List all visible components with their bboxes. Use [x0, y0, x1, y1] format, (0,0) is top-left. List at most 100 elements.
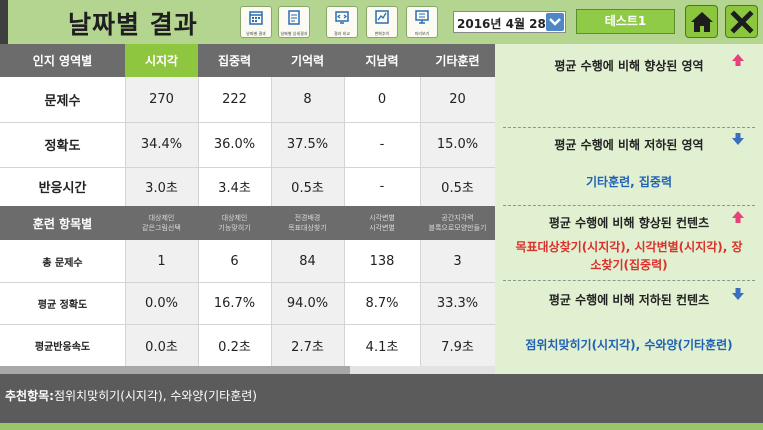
user-name: 테스트1 [604, 14, 647, 28]
close-button[interactable] [725, 5, 758, 38]
table-cell: 1 [125, 240, 198, 282]
column-header[interactable]: 지남력 [344, 44, 420, 77]
training-header-row: 훈련 항목별 대상제인 같은그림선택 대상제인 기능맞히기 전경배경 목표대상찾… [0, 206, 495, 240]
table-cell: 20 [420, 77, 495, 122]
home-button[interactable] [685, 5, 718, 38]
table-cell: 3 [420, 240, 495, 282]
date-select[interactable]: 2016년 4월 28일 [453, 11, 566, 33]
compare-button[interactable]: 결과 비교 [326, 6, 358, 38]
title-bar-accent [0, 0, 8, 44]
daily-detail-label: 날짜별 상세결과 [280, 31, 308, 36]
preview-label: 미리보기 [414, 31, 430, 36]
row-label: 문제수 [0, 77, 125, 122]
table-row: 총 문제수 1 6 84 138 3 [0, 240, 495, 282]
table-cell: 16.7% [198, 282, 271, 324]
grid-line [420, 77, 421, 206]
trend-label: 변화추이 [374, 31, 390, 36]
user-button[interactable]: 테스트1 [576, 9, 675, 34]
table-cell: 7.9초 [420, 324, 495, 366]
grid-line [0, 324, 495, 325]
training-column-line2: 기능맞히기 [218, 224, 251, 232]
training-column-header[interactable]: 대상제인 같은그림선택 [125, 206, 198, 240]
grid-line [0, 122, 495, 123]
training-column-line1: 전경배경 [294, 214, 321, 222]
column-header[interactable]: 기타훈련 [420, 44, 495, 77]
table-cell: 33.3% [420, 282, 495, 324]
daily-result-label: 날짜별 결과 [246, 31, 266, 36]
recommendation-bar: 추천항목:점위치맞히기(시지각), 수와양(기타훈련) [0, 374, 763, 430]
page-title: 날짜별 결과 [68, 10, 198, 39]
recommendation-label: 추천항목: [5, 389, 54, 403]
table-row: 반응시간 3.0초 3.4초 0.5초 - 0.5초 [0, 167, 495, 206]
training-column-line2: 블록으로모양만들기 [428, 224, 487, 232]
analysis-panel: 평균 수행에 비해 향상된 영역 평균 수행에 비해 저하된 영역 기타훈련, … [495, 44, 763, 374]
training-column-header[interactable]: 시각변별 시각변별 [344, 206, 420, 240]
improved-content-line1: 목표대상찾기(시지각), 시각변별(시지각), 장 [515, 240, 743, 254]
table-cell: - [344, 167, 420, 206]
training-column-header[interactable]: 공간지각력 블록으로모양만들기 [420, 206, 495, 240]
title-bar: 날짜별 결과 날짜별 결과 날짜별 상세결과 결과 비교 변화추이 [0, 0, 763, 44]
column-header[interactable]: 집중력 [198, 44, 271, 77]
daily-detail-button[interactable]: 날짜별 상세결과 [278, 6, 310, 38]
column-header[interactable]: 기억력 [271, 44, 344, 77]
row-label: 정확도 [0, 122, 125, 167]
date-dropdown-button[interactable] [546, 13, 564, 31]
row-label: 총 문제수 [0, 240, 125, 282]
table-cell: 270 [125, 77, 198, 122]
column-header[interactable]: 시지각 [125, 44, 198, 77]
table-cell: 94.0% [271, 282, 344, 324]
cognitive-header-label: 인지 영역별 [0, 44, 125, 77]
results-tables: 인지 영역별 시지각 집중력 기억력 지남력 기타훈련 문제수 270 222 … [0, 44, 495, 366]
declined-area-text: 기타훈련, 집중력 [585, 175, 673, 189]
preview-button[interactable]: 미리보기 [406, 6, 438, 38]
footer-accent [0, 423, 763, 430]
close-icon [730, 10, 754, 34]
declined-content-text: 점위치맞히기(시지각), 수와양(기타훈련) [525, 338, 733, 352]
grid-line [0, 282, 495, 283]
grid-line [125, 240, 126, 366]
arrow-up-icon [732, 54, 744, 66]
training-header-label: 훈련 항목별 [0, 206, 125, 240]
table-row: 문제수 270 222 8 0 20 [0, 77, 495, 122]
calendar-icon [249, 11, 263, 25]
table-cell: 0.2초 [198, 324, 271, 366]
section-divider [503, 127, 755, 128]
date-value: 2016년 4월 28일 [457, 17, 557, 31]
improved-area-title: 평균 수행에 비해 향상된 영역 [554, 59, 704, 73]
arrow-down-icon [732, 288, 744, 300]
table-cell: 222 [198, 77, 271, 122]
training-column-line1: 공간지각력 [441, 214, 474, 222]
row-label: 평균반응속도 [0, 324, 125, 366]
section-divider [503, 205, 755, 206]
table-cell: 37.5% [271, 122, 344, 167]
table-cell: 0.5초 [420, 167, 495, 206]
scrollbar-thumb[interactable] [0, 366, 350, 374]
table-cell: 36.0% [198, 122, 271, 167]
table-cell: 3.4초 [198, 167, 271, 206]
table-cell: 8 [271, 77, 344, 122]
table-cell: - [344, 122, 420, 167]
arrow-up-icon [732, 211, 744, 223]
document-icon [288, 10, 300, 25]
training-column-line2: 시각변별 [369, 224, 395, 232]
table-cell: 8.7% [344, 282, 420, 324]
trend-button[interactable]: 변화추이 [366, 6, 398, 38]
training-column-header[interactable]: 대상제인 기능맞히기 [198, 206, 271, 240]
row-label: 반응시간 [0, 167, 125, 206]
improved-content-title: 평균 수행에 비해 향상된 컨텐츠 [548, 216, 710, 230]
table-cell: 15.0% [420, 122, 495, 167]
grid-line [198, 240, 199, 366]
table-cell: 0.0% [125, 282, 198, 324]
grid-line [344, 77, 345, 206]
training-column-header[interactable]: 전경배경 목표대상찾기 [271, 206, 344, 240]
improved-content-line2: 소찾기(집중력) [590, 258, 668, 272]
compare-icon [335, 11, 349, 24]
grid-line [344, 240, 345, 366]
table-row: 평균 정확도 0.0% 16.7% 94.0% 8.7% 33.3% [0, 282, 495, 324]
training-column-line1: 대상제인 [148, 214, 175, 222]
trend-chart-icon [375, 10, 389, 24]
table-cell: 0 [344, 77, 420, 122]
daily-result-button[interactable]: 날짜별 결과 [240, 6, 272, 38]
table-cell: 34.4% [125, 122, 198, 167]
training-column-line2: 목표대상찾기 [288, 224, 327, 232]
